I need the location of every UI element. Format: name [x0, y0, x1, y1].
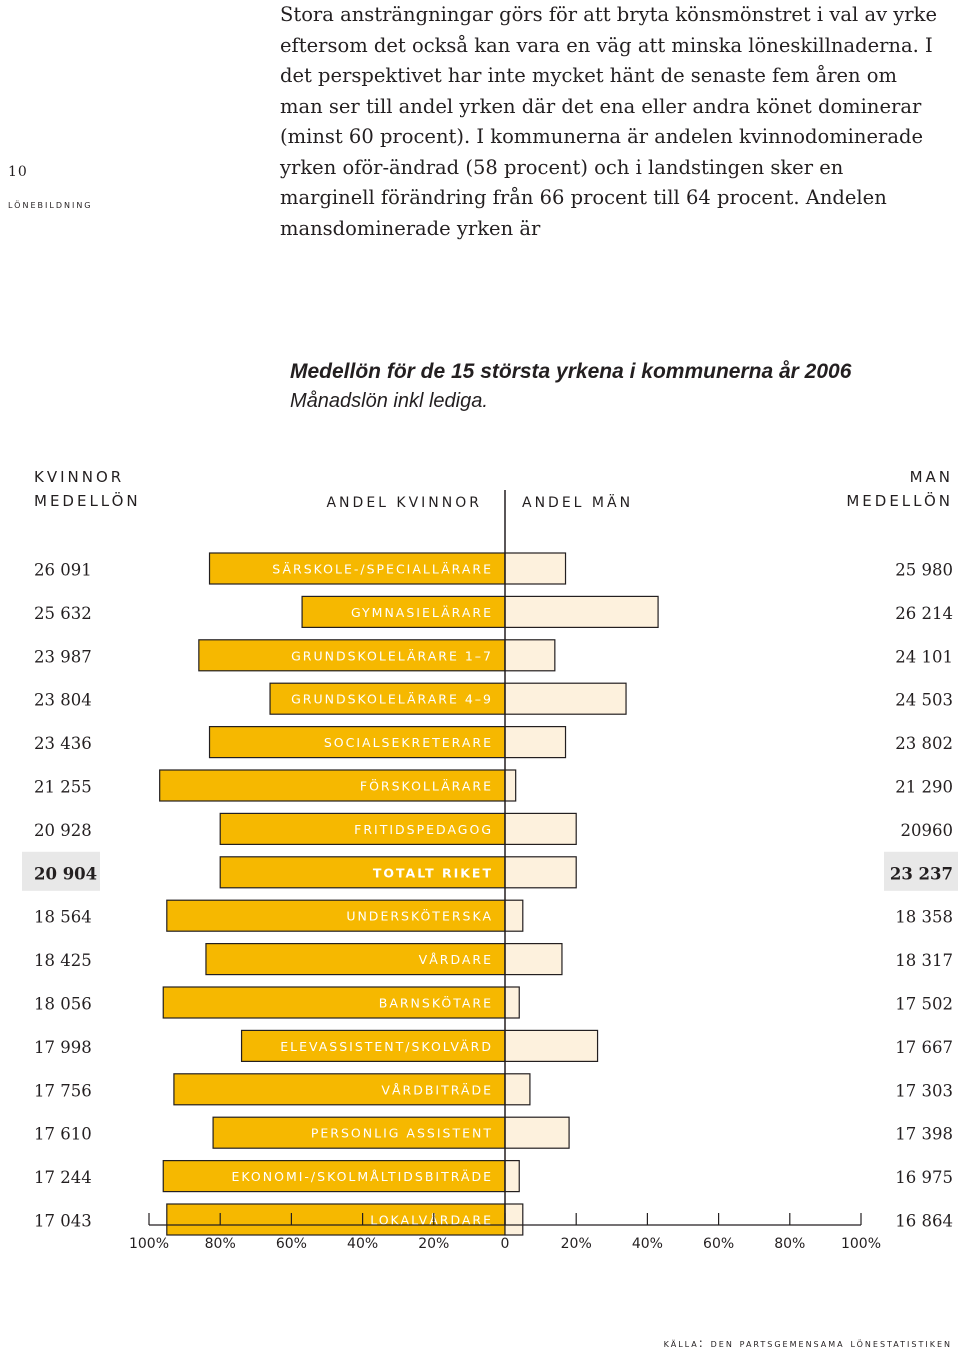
men-salary: 25 980 — [895, 561, 953, 580]
men-salary: 17 667 — [895, 1038, 953, 1057]
bar-chart: KVINNOR MEDELLÖN MAN MEDELLÖN ANDEL KVINNOR A… — [0, 0, 960, 1300]
men-salary: 24 503 — [895, 691, 953, 710]
women-salary: 26 091 — [34, 561, 92, 580]
category-label: GYMNASIELÄRARE — [351, 605, 493, 620]
bar-men — [505, 900, 523, 931]
category-label: EKONOMI-/SKOLMÅLTIDSBITRÄDE — [232, 1169, 494, 1184]
x-tick-label: 80% — [774, 1236, 805, 1252]
men-salary: 23 237 — [890, 864, 953, 883]
category-label: BARNSKÖTARE — [379, 995, 493, 1011]
bar-men — [505, 770, 516, 801]
category-label: PERSONLIG ASSISTENT — [311, 1126, 493, 1141]
women-salary: 20 928 — [34, 821, 92, 840]
x-tick-label: 100% — [841, 1236, 881, 1252]
men-salary: 17 502 — [895, 995, 953, 1014]
category-label: ELEVASSISTENT/SKOLVÄRD — [280, 1039, 493, 1054]
bar-men — [505, 1074, 530, 1105]
andel-man-label: ANDEL MÄN — [522, 493, 633, 511]
left-header-line1: KVINNOR — [34, 468, 124, 486]
women-salary: 17 244 — [34, 1168, 92, 1187]
bar-men — [505, 857, 576, 888]
men-salary: 26 214 — [895, 604, 953, 623]
x-tick-label: 60% — [703, 1236, 734, 1252]
category-label: VÅRDARE — [419, 952, 493, 967]
women-salary: 17 043 — [34, 1212, 92, 1231]
bar-men — [505, 1117, 569, 1148]
women-salary: 23 804 — [34, 691, 92, 710]
women-salary: 20 904 — [34, 864, 97, 883]
category-label: SÄRSKOLE-/SPECIALLÄRARE — [272, 562, 493, 577]
men-salary: 18 358 — [895, 908, 953, 927]
women-salary: 23 987 — [34, 647, 92, 666]
bar-men — [505, 640, 555, 671]
bar-men — [505, 813, 576, 844]
x-tick-label: 100% — [129, 1236, 169, 1252]
men-salary: 16 975 — [895, 1168, 953, 1187]
right-header-line1: MAN — [910, 468, 953, 486]
women-salary: 25 632 — [34, 604, 92, 623]
category-label: FRITIDSPEDAGOG — [354, 822, 493, 837]
x-tick-label: 20% — [418, 1236, 449, 1252]
x-tick-label: 40% — [347, 1236, 378, 1252]
x-tick-label: 60% — [276, 1236, 307, 1252]
bar-men — [505, 1030, 598, 1061]
women-salary: 17 610 — [34, 1125, 92, 1144]
right-header-line2: MEDELLÖN — [846, 491, 953, 510]
women-salary: 18 425 — [34, 951, 92, 970]
bar-men — [505, 1161, 519, 1192]
women-salary: 17 998 — [34, 1038, 92, 1057]
category-label: VÅRDBITRÄDE — [381, 1082, 493, 1097]
andel-kvinnor-label: ANDEL KVINNOR — [326, 495, 482, 511]
bar-men — [505, 727, 566, 758]
category-label: GRUNDSKOLELÄRARE 1–7 — [291, 648, 493, 663]
men-salary: 23 802 — [895, 734, 953, 753]
women-salary: 17 756 — [34, 1081, 92, 1100]
men-salary: 18 317 — [895, 951, 953, 970]
x-tick-label: 40% — [632, 1236, 663, 1252]
bar-men — [505, 1204, 523, 1235]
category-label: TOTALT RIKET — [373, 865, 493, 880]
category-label: SOCIALSEKRETERARE — [324, 735, 493, 750]
x-tick-label: 0 — [501, 1236, 510, 1252]
men-salary: 24 101 — [895, 647, 953, 666]
category-label: GRUNDSKOLELÄRARE 4–9 — [291, 692, 493, 707]
women-salary: 23 436 — [34, 734, 92, 753]
left-header-line2: MEDELLÖN — [34, 491, 141, 510]
bar-men — [505, 987, 519, 1018]
women-salary: 18 564 — [34, 908, 92, 927]
category-label: FÖRSKOLLÄRARE — [360, 778, 493, 794]
bar-men — [505, 596, 658, 627]
men-salary: 21 290 — [895, 778, 953, 797]
x-tick-label: 80% — [205, 1236, 236, 1252]
bar-men — [505, 683, 626, 714]
men-salary: 17 398 — [895, 1125, 953, 1144]
men-salary: 17 303 — [895, 1081, 953, 1100]
bar-men — [505, 553, 566, 584]
women-salary: 18 056 — [34, 995, 92, 1014]
men-salary: 16 864 — [895, 1212, 953, 1231]
bar-men — [505, 944, 562, 975]
women-salary: 21 255 — [34, 778, 92, 797]
x-tick-label: 20% — [561, 1236, 592, 1252]
men-salary: 20960 — [901, 821, 954, 840]
source-note: källa: den partsgemensama lönestatistike… — [664, 1336, 952, 1350]
category-label: UNDERSKÖTERSKA — [346, 908, 493, 924]
